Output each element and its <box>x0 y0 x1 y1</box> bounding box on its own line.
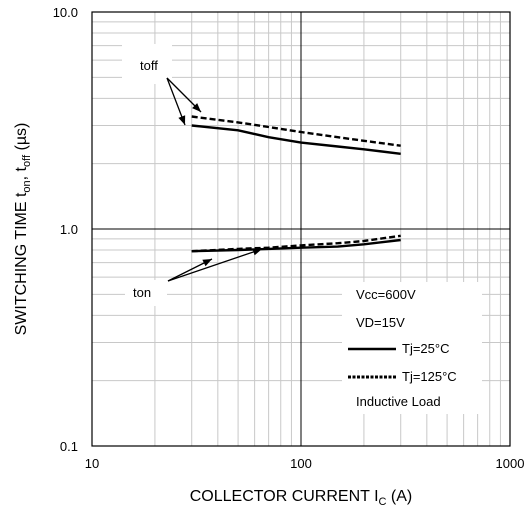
y-tick-label: 0.1 <box>60 439 78 454</box>
annotation-layer: toff ton Vcc=600V VD=15V Tj=25°C Tj=125°C Indu… <box>122 44 482 414</box>
legend-dashed-label: Tj=125°C <box>402 369 457 384</box>
ton-arrow-2-head <box>252 248 262 256</box>
ton-arrow-1-head <box>202 259 212 267</box>
ton-tj125-line <box>191 234 401 253</box>
x-axis-title: COLLECTOR CURRENT IC (A) <box>190 488 413 508</box>
ton-label: ton <box>133 285 151 300</box>
x-tick-label: 100 <box>290 456 312 471</box>
x-tick-label: 10 <box>85 456 99 471</box>
tick-labels: 10 100 1000 0.1 1.0 10.0 <box>53 5 525 471</box>
y-axis-title: SWITCHING TIME ton, toff (µs) <box>13 123 33 336</box>
y-tick-label: 1.0 <box>60 222 78 237</box>
ton-label-background <box>125 280 167 306</box>
y-tick-label: 10.0 <box>53 5 78 20</box>
toff-arrow-tj25-head <box>178 115 186 125</box>
condition-vd: VD=15V <box>356 315 405 330</box>
plot-frame <box>91 11 511 447</box>
toff-arrow-tj125-head <box>192 103 201 112</box>
toff-label: toff <box>140 58 158 73</box>
condition-vcc: Vcc=600V <box>356 287 416 302</box>
x-tick-label: 1000 <box>496 456 525 471</box>
legend-solid-label: Tj=25°C <box>402 341 449 356</box>
toff-tj125-line <box>191 115 401 147</box>
toff-label-background <box>122 44 172 84</box>
series-layer <box>191 115 401 253</box>
inductive-load-note: Inductive Load <box>356 394 441 409</box>
ton-arrow-2-line <box>167 248 263 282</box>
toff-tj25-line <box>191 124 401 155</box>
